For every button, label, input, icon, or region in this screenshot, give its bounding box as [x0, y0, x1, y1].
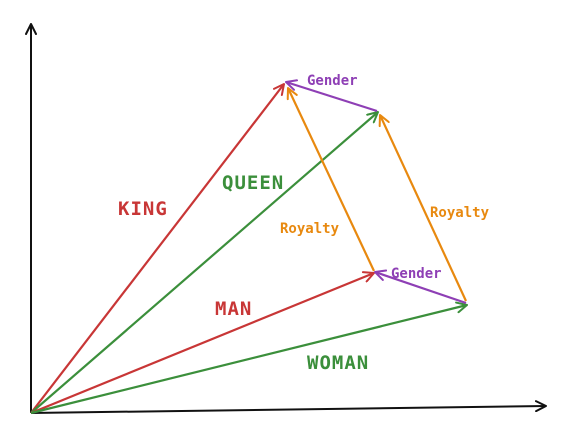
- king-label: KING: [118, 198, 168, 220]
- gender-vector-top: [285, 79, 378, 113]
- gender-vector-bottom: [374, 269, 467, 305]
- gender-label-bottom: Gender: [391, 266, 442, 282]
- king-vector: [30, 83, 285, 414]
- queen-label: QUEEN: [222, 172, 284, 194]
- man-vector: [30, 271, 375, 415]
- royalty-vector-right: [378, 114, 467, 302]
- woman-vector: [30, 301, 468, 415]
- woman-label: WOMAN: [307, 352, 369, 374]
- queen-vector: [30, 111, 379, 414]
- x-axis: [30, 400, 547, 414]
- man-label: MAN: [215, 298, 252, 320]
- royalty-label-left: Royalty: [280, 221, 340, 237]
- royalty-vector-left: [286, 87, 375, 272]
- gender-label-top: Gender: [307, 73, 358, 89]
- royalty-label-right: Royalty: [430, 205, 490, 221]
